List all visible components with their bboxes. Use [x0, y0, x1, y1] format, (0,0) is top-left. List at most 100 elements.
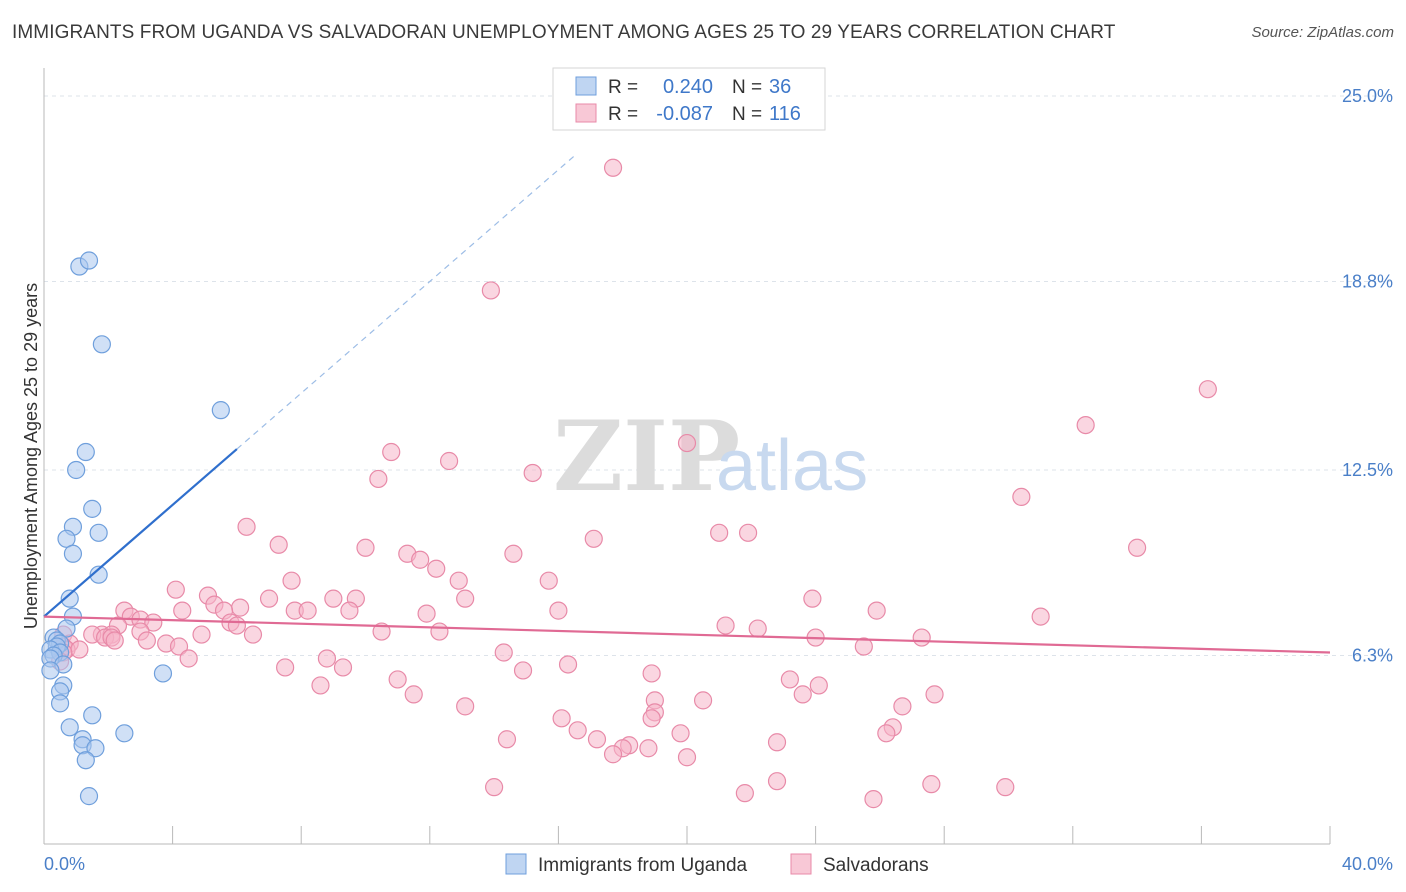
- legend-bottom: Immigrants from Uganda Salvadorans: [505, 853, 929, 876]
- data-point: [50, 694, 70, 713]
- data-point: [912, 628, 931, 647]
- data-point: [192, 625, 211, 644]
- axes: [43, 68, 1331, 845]
- data-point: [735, 784, 754, 803]
- data-point: [539, 571, 558, 590]
- y-tick-label: 25.0%: [1342, 86, 1393, 106]
- legend-r-value: -0.087: [656, 103, 713, 125]
- chart-title: IMMIGRANTS FROM UGANDA VS SALVADORAN UNE…: [12, 22, 1116, 43]
- data-point: [137, 631, 156, 650]
- series-uganda: [41, 251, 230, 806]
- data-point: [382, 442, 401, 462]
- data-point: [922, 775, 941, 794]
- legend-bottom-swatch-salvadorans[interactable]: [790, 853, 812, 875]
- data-point: [57, 529, 76, 548]
- data-point: [60, 718, 79, 737]
- data-point: [89, 565, 108, 584]
- legend-n-label: N =: [732, 104, 762, 125]
- data-point: [417, 604, 436, 623]
- data-point: [710, 523, 729, 542]
- data-point: [780, 670, 799, 689]
- data-point: [79, 787, 99, 806]
- data-point: [388, 670, 407, 689]
- data-point: [767, 733, 787, 752]
- y-tick-label: 6.3%: [1352, 645, 1393, 665]
- data-point: [793, 685, 812, 704]
- data-point: [677, 433, 697, 453]
- data-point: [317, 649, 337, 668]
- data-point: [877, 724, 896, 743]
- data-point: [552, 709, 571, 728]
- legend-swatch-salvadorans: [575, 103, 597, 123]
- trend-line-uganda-extension: [236, 155, 575, 450]
- data-point: [1127, 538, 1147, 557]
- data-point: [76, 751, 95, 770]
- data-point: [549, 601, 568, 620]
- trend-line-salvadorans: [43, 615, 1331, 654]
- source-label: Source: ZipAtlas.com: [1251, 24, 1394, 41]
- data-point: [282, 571, 301, 590]
- data-point: [298, 601, 317, 620]
- y-tick-labels: 6.3% 12.5% 18.8% 25.0%: [1342, 86, 1393, 666]
- data-point: [70, 640, 89, 659]
- data-point: [276, 658, 295, 677]
- data-point: [767, 772, 787, 791]
- legend-n-value: 116: [769, 103, 801, 125]
- legend-bottom-label-salvadorans[interactable]: Salvadorans: [823, 855, 929, 876]
- legend-n-label: N =: [732, 77, 762, 98]
- data-point: [83, 706, 102, 725]
- data-point: [86, 739, 105, 758]
- data-point: [449, 571, 468, 590]
- data-point: [587, 730, 607, 749]
- data-point: [269, 535, 288, 554]
- data-point: [153, 664, 173, 683]
- data-point: [513, 661, 533, 680]
- data-point: [568, 721, 587, 740]
- data-point: [105, 631, 124, 650]
- data-point: [893, 697, 912, 716]
- data-point: [404, 685, 423, 704]
- data-point: [211, 401, 230, 420]
- legend-swatch-uganda: [575, 76, 597, 96]
- trend-line-uganda: [43, 448, 238, 618]
- data-point: [504, 544, 523, 563]
- data-point: [311, 676, 330, 695]
- legend-top: R = 0.240 N = 36 R = -0.087 N = 116: [552, 67, 826, 131]
- data-point: [79, 251, 99, 270]
- y-tick-label: 18.8%: [1342, 271, 1393, 291]
- data-point: [854, 637, 873, 656]
- data-point: [411, 550, 430, 569]
- trend-lines: [43, 155, 1331, 654]
- data-point: [237, 517, 256, 536]
- data-point: [867, 601, 886, 620]
- legend-bottom-label-uganda[interactable]: Immigrants from Uganda: [538, 855, 748, 876]
- data-point: [603, 745, 623, 764]
- legend-top-box: [552, 67, 826, 131]
- data-point: [485, 778, 504, 797]
- data-point: [642, 709, 661, 728]
- data-point: [494, 643, 513, 662]
- legend-bottom-swatch-uganda[interactable]: [505, 853, 527, 875]
- y-axis-title: Unemployment Among Ages 25 to 29 years: [21, 283, 41, 629]
- data-point: [603, 158, 623, 177]
- data-point: [60, 589, 79, 608]
- data-point: [231, 598, 250, 617]
- data-point: [693, 691, 713, 710]
- data-point: [803, 589, 822, 608]
- data-point: [1012, 487, 1031, 507]
- data-point: [427, 559, 446, 578]
- data-point: [83, 499, 102, 518]
- data-point: [173, 601, 192, 620]
- gridlines: [44, 95, 1392, 656]
- y-tick-label: 12.5%: [1342, 460, 1393, 480]
- x-tick-max: 40.0%: [1342, 854, 1393, 874]
- data-point: [864, 790, 883, 809]
- legend-r-value: 0.240: [663, 76, 713, 98]
- data-point: [497, 730, 517, 749]
- data-point: [63, 544, 83, 563]
- data-point: [372, 622, 391, 641]
- data-point: [456, 589, 475, 608]
- data-point: [115, 724, 134, 743]
- data-point: [166, 580, 185, 599]
